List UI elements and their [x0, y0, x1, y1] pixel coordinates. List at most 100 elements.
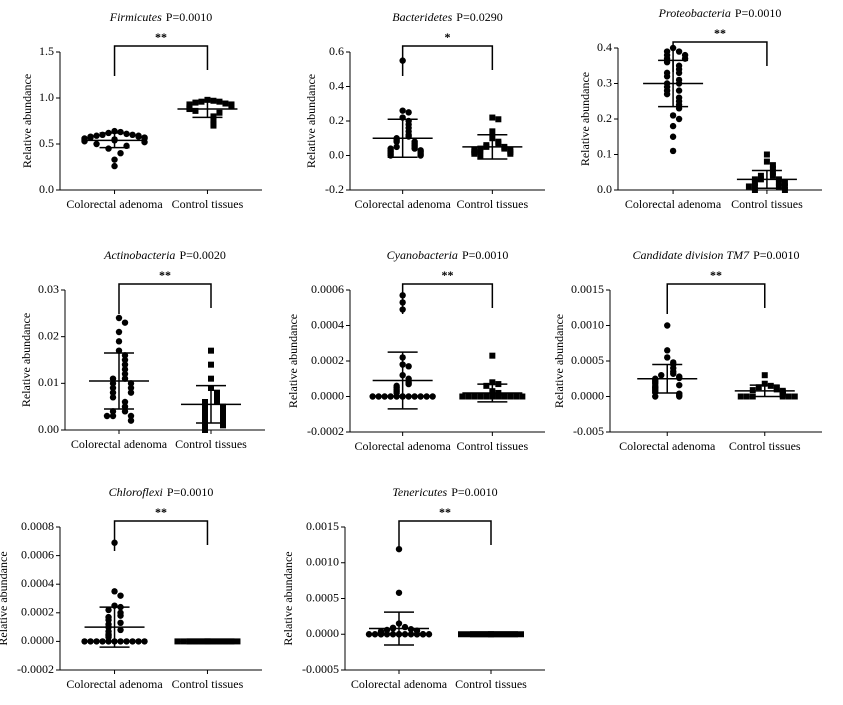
point: [417, 393, 424, 400]
taxon: Tenericutes: [392, 485, 447, 499]
point: [365, 631, 373, 638]
point: [779, 393, 786, 400]
point: [399, 107, 406, 114]
y-tick-label: 0.2: [329, 113, 344, 127]
point: [220, 422, 226, 429]
significance-bracket: [666, 283, 766, 314]
point: [202, 403, 208, 410]
sd-bar: [104, 352, 134, 410]
significance-bracket: [401, 45, 494, 76]
point: [763, 151, 770, 158]
point: [775, 183, 782, 190]
y-tick-label: 0.0010: [571, 317, 604, 331]
panel: Proteobacteria P=0.0010 0.0 0.1 0.2 0.3 0.4 Rel…: [578, 6, 822, 211]
panel-title: Chloroflexi P=0.0010: [109, 485, 214, 499]
point: [417, 152, 424, 159]
point: [395, 589, 403, 596]
point: [387, 393, 394, 400]
point: [127, 389, 135, 396]
y-tick-label: 0.0: [329, 147, 344, 161]
significance-bracket: [398, 520, 492, 551]
x-tick-label: Control tissues: [455, 677, 527, 691]
point: [105, 638, 112, 645]
x-tick-label: Control tissues: [731, 197, 803, 211]
x-tick-label: Colorectal adenoma: [355, 197, 452, 211]
point: [652, 393, 659, 400]
y-tick-label: 0.0005: [571, 353, 604, 367]
point: [664, 354, 671, 361]
point: [745, 183, 752, 190]
point: [127, 417, 135, 424]
point: [407, 631, 415, 638]
sd-bar: [477, 383, 508, 403]
y-tick-label: 0.0004: [311, 317, 344, 331]
point: [192, 107, 199, 114]
y-tick-label: 0.02: [38, 328, 59, 342]
point: [220, 417, 226, 424]
significance-label: **: [155, 30, 167, 44]
panel: Candidate division TM7 P=0.0010 -0.005 0.00…: [552, 248, 822, 453]
point: [389, 631, 397, 638]
y-tick-label: 0.3: [597, 75, 612, 89]
point: [111, 156, 118, 163]
point: [115, 314, 123, 322]
y-tick-label: 0.03: [38, 282, 59, 296]
significance-label: **: [714, 26, 726, 40]
point: [751, 183, 758, 190]
point: [214, 399, 220, 405]
x-tick-label: Colorectal adenoma: [66, 197, 163, 211]
point: [495, 393, 502, 400]
point: [371, 631, 379, 638]
point: [519, 393, 526, 400]
point: [405, 363, 412, 370]
point: [208, 361, 214, 368]
point: [93, 132, 100, 139]
point: [99, 638, 106, 645]
point: [383, 631, 391, 638]
point: [471, 393, 478, 400]
panel-title: Cyanobacteria P=0.0010: [387, 248, 509, 262]
point: [228, 103, 235, 110]
point: [123, 638, 130, 645]
point: [115, 338, 123, 345]
point: [477, 147, 484, 154]
point: [664, 347, 671, 354]
sd-bar: [192, 100, 223, 119]
point: [675, 48, 683, 55]
p-value: P=0.0020: [179, 248, 225, 262]
point: [675, 115, 683, 123]
point: [117, 626, 124, 634]
point: [220, 403, 226, 410]
y-tick-label: 0.0006: [311, 282, 344, 296]
point: [220, 408, 226, 415]
taxon: Proteobacteria: [658, 6, 731, 20]
point: [471, 150, 478, 157]
point: [210, 113, 217, 120]
point: [121, 319, 129, 326]
y-tick-label: 0.6: [329, 44, 344, 58]
point: [751, 179, 758, 186]
point: [507, 150, 514, 157]
point: [87, 638, 94, 645]
y-tick-label: 0.0002: [21, 605, 54, 619]
point: [87, 134, 94, 141]
point: [375, 393, 382, 400]
point: [757, 172, 764, 179]
y-tick-label: 0.0: [597, 182, 612, 196]
point: [204, 96, 211, 103]
point: [507, 393, 514, 400]
point: [495, 140, 502, 147]
point: [210, 122, 217, 129]
taxon: Chloroflexi: [109, 485, 163, 499]
x-tick-label: Colorectal adenoma: [71, 437, 168, 451]
point: [477, 152, 484, 159]
y-tick-label: -0.0005: [302, 662, 339, 676]
panel: Bacteridetes P=0.0290 -0.2 0.0 0.2 0.4 0.6 Rela…: [304, 10, 545, 211]
y-tick-label: 0.0006: [21, 547, 54, 561]
y-tick-label: 0.0000: [311, 388, 344, 402]
point: [202, 422, 208, 429]
y-tick-label: 0.0004: [21, 576, 54, 590]
point: [198, 98, 205, 105]
y-axis-label: Relative abundance: [578, 72, 592, 166]
significance-bracket: [113, 520, 209, 551]
